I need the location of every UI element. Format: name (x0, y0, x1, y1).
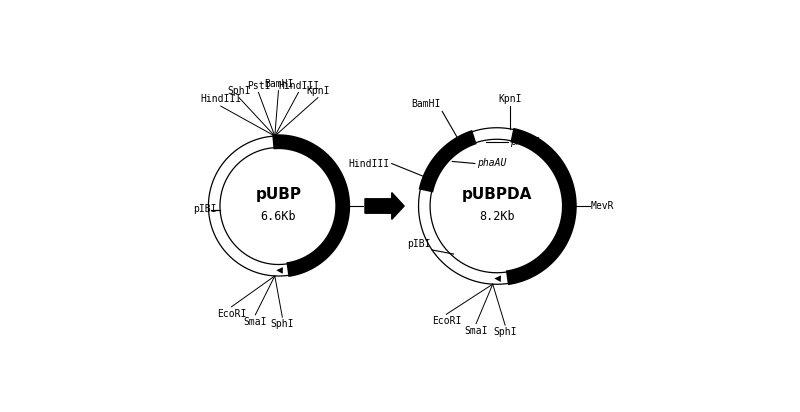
Text: BamHI: BamHI (410, 99, 440, 110)
Text: PstI: PstI (246, 81, 270, 91)
Text: phaAU: phaAU (477, 159, 506, 169)
Text: BamHI: BamHI (264, 79, 293, 89)
Text: SphI: SphI (270, 319, 294, 329)
Text: EcoRI: EcoRI (217, 309, 246, 319)
Text: MevR: MevR (364, 201, 388, 211)
Polygon shape (276, 267, 283, 274)
Text: HindIII: HindIII (278, 81, 319, 91)
Polygon shape (418, 130, 477, 192)
Polygon shape (506, 128, 577, 285)
Text: KpnI: KpnI (306, 86, 330, 96)
Text: HindIII: HindIII (200, 94, 242, 105)
Polygon shape (494, 275, 501, 282)
Text: SphI: SphI (227, 86, 250, 96)
Polygon shape (272, 134, 350, 277)
Text: SmaI: SmaI (243, 317, 267, 327)
Text: EcoRI: EcoRI (432, 316, 461, 326)
Text: 6.6Kb: 6.6Kb (261, 210, 296, 223)
Text: phaAC: phaAC (510, 137, 539, 147)
Text: MevR: MevR (590, 201, 614, 211)
Text: HindIII: HindIII (349, 159, 390, 169)
Text: pUBPDA: pUBPDA (462, 187, 532, 202)
Text: KpnI: KpnI (498, 94, 522, 104)
Text: SphI: SphI (494, 327, 517, 337)
Text: pIBI: pIBI (407, 239, 430, 249)
Text: 8.2Kb: 8.2Kb (479, 210, 514, 223)
Text: SmaI: SmaI (464, 326, 488, 336)
FancyArrow shape (365, 193, 404, 219)
Text: pUBP: pUBP (255, 187, 302, 202)
Text: pIBI: pIBI (194, 204, 217, 214)
